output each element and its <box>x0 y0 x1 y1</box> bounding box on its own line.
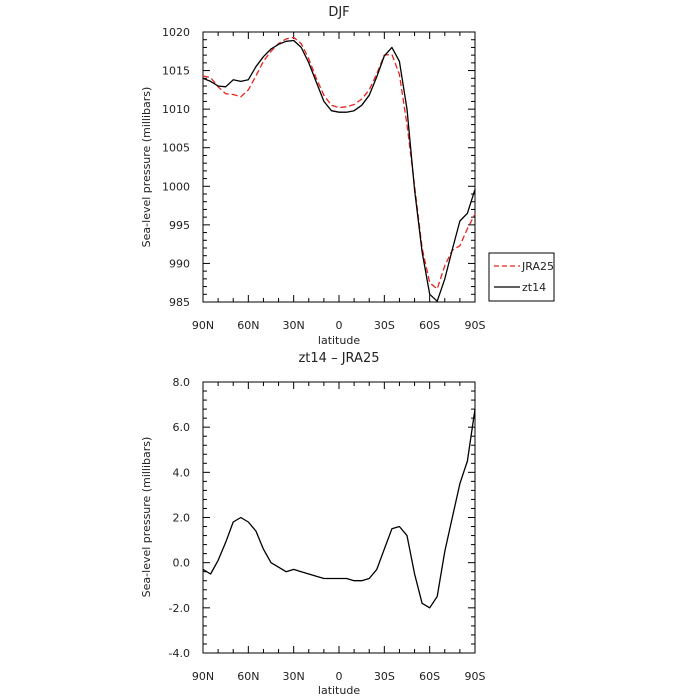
difference-panel: zt14 – JRA25 90N 60N 30N 0 30S 60S 90S 8.0 6.0 4.… <box>140 351 486 697</box>
x-axis-label-difference: latitude <box>318 684 360 697</box>
y-tick-label: -2.0 <box>169 602 190 615</box>
y-tick-label: 2.0 <box>173 512 191 525</box>
y-tick-label: 1000 <box>162 180 190 193</box>
y-tick-label: -4.0 <box>169 647 190 660</box>
x-tick-label: 30N <box>283 670 305 683</box>
series-line-difference <box>202 409 476 609</box>
series-group-difference <box>202 409 476 609</box>
y-tick-label: 1020 <box>162 26 190 39</box>
y-tick-label: 1010 <box>162 103 190 116</box>
series-line-zt14 <box>202 39 476 302</box>
x-axis-label-djf: latitude <box>318 334 360 347</box>
y-tick-label: 4.0 <box>173 466 191 479</box>
chart-title-difference: zt14 – JRA25 <box>298 351 379 366</box>
y-tick-label: 8.0 <box>173 376 191 389</box>
plot-frame-difference <box>202 381 476 654</box>
x-tick-label: 90N <box>192 670 214 683</box>
y-tick-label: 995 <box>169 219 190 232</box>
x-tick-label: 90S <box>465 319 486 332</box>
series-line-jra25 <box>202 36 476 290</box>
tick-group-djf: 90N 60N 30N 0 30S 60S 90S 1020 1015 1010 1005 1000 9… <box>162 26 486 332</box>
x-tick-label: 30S <box>374 670 395 683</box>
x-tick-label: 0 <box>336 670 343 683</box>
series-group-djf <box>202 36 476 302</box>
x-tick-label: 60S <box>419 670 440 683</box>
x-tick-label: 30S <box>374 319 395 332</box>
x-tick-label: 90S <box>465 670 486 683</box>
legend-box <box>488 252 555 302</box>
legend-label-zt14: zt14 <box>522 281 546 294</box>
x-tick-label: 60N <box>237 319 259 332</box>
y-axis-label-difference: Sea-level pressure (millibars) <box>140 437 153 598</box>
x-tick-label: 0 <box>336 319 343 332</box>
x-tick-label: 60S <box>419 319 440 332</box>
legend: JRA25 zt14 <box>488 252 555 302</box>
x-tick-label: 60N <box>237 670 259 683</box>
y-tick-label: 1005 <box>162 142 190 155</box>
y-tick-label: 985 <box>169 296 190 309</box>
y-tick-label: 990 <box>169 257 190 270</box>
x-tick-label: 30N <box>283 319 305 332</box>
djf-panel: DJF 90N 60N 30N 0 30S 60S 90S 1020 1015 1010 1005 1… <box>140 5 555 347</box>
y-tick-label: 1015 <box>162 65 190 78</box>
tick-group-difference: 90N 60N 30N 0 30S 60S 90S 8.0 6.0 4.0 2.0 0.0 -2.0 -4… <box>169 376 486 683</box>
legend-label-jra25: JRA25 <box>521 260 554 273</box>
chart-title-djf: DJF <box>328 5 349 20</box>
y-tick-label: 6.0 <box>173 421 191 434</box>
y-tick-label: 0.0 <box>173 557 191 570</box>
y-axis-label-djf: Sea-level pressure (millibars) <box>140 87 153 248</box>
plot-frame-djf <box>202 31 476 303</box>
x-tick-label: 90N <box>192 319 214 332</box>
